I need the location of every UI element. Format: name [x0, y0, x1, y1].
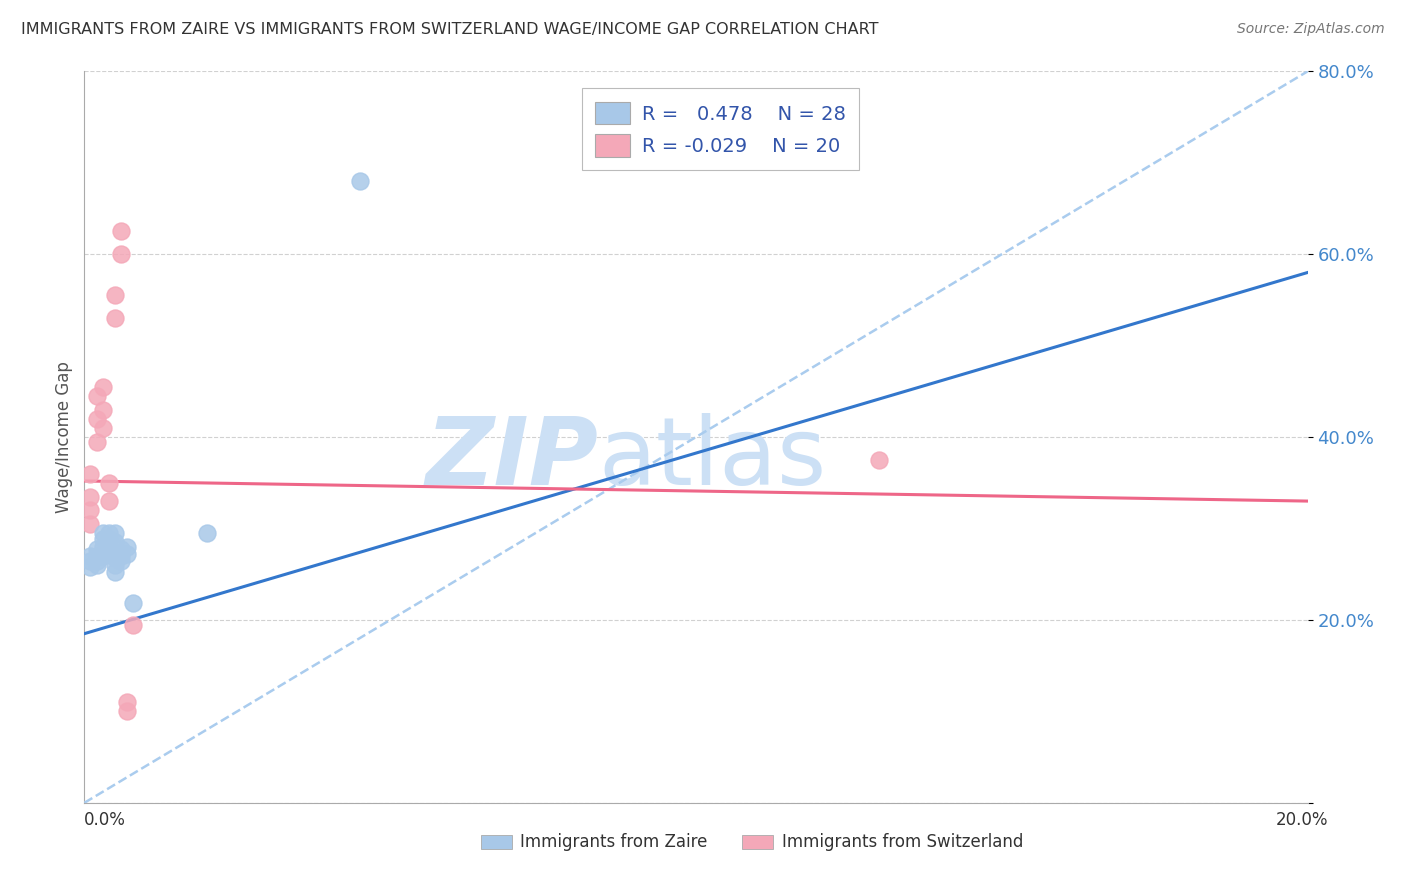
Point — [115, 695, 138, 709]
Text: Immigrants from Switzerland: Immigrants from Switzerland — [782, 833, 1024, 851]
Point — [115, 547, 138, 561]
Point — [91, 549, 114, 563]
Point — [86, 549, 108, 563]
Point — [115, 705, 138, 719]
Point — [122, 617, 145, 632]
Point — [86, 389, 108, 403]
Point — [110, 224, 132, 238]
Point — [97, 494, 120, 508]
Point — [79, 560, 101, 574]
Point — [110, 549, 132, 563]
Point — [86, 553, 108, 567]
Text: IMMIGRANTS FROM ZAIRE VS IMMIGRANTS FROM SWITZERLAND WAGE/INCOME GAP CORRELATION: IMMIGRANTS FROM ZAIRE VS IMMIGRANTS FROM… — [21, 22, 879, 37]
Point — [104, 558, 127, 573]
Bar — [481, 835, 512, 849]
Point — [79, 503, 101, 517]
Text: atlas: atlas — [598, 413, 827, 505]
Text: 0.0%: 0.0% — [84, 811, 127, 829]
Point — [86, 412, 108, 426]
Point — [104, 550, 127, 565]
Text: Source: ZipAtlas.com: Source: ZipAtlas.com — [1237, 22, 1385, 37]
Bar — [742, 835, 773, 849]
Point — [91, 421, 114, 435]
Point — [97, 533, 120, 547]
Point — [349, 174, 371, 188]
Text: ZIP: ZIP — [425, 413, 598, 505]
Point — [869, 453, 891, 467]
Text: 20.0%: 20.0% — [1277, 811, 1329, 829]
Point — [195, 526, 218, 541]
Point — [86, 558, 108, 573]
Point — [97, 540, 120, 554]
Point — [104, 288, 127, 302]
Point — [110, 247, 132, 261]
Text: Immigrants from Zaire: Immigrants from Zaire — [520, 833, 707, 851]
Point — [104, 526, 127, 541]
Point — [97, 547, 120, 561]
Point — [122, 597, 145, 611]
Point — [79, 490, 101, 504]
Point — [104, 311, 127, 326]
Point — [86, 541, 108, 556]
Point — [79, 467, 101, 481]
Legend: R =   0.478    N = 28, R = -0.029    N = 20: R = 0.478 N = 28, R = -0.029 N = 20 — [582, 88, 859, 170]
Point — [110, 553, 132, 567]
Point — [79, 516, 101, 531]
Point — [104, 535, 127, 549]
Point — [97, 475, 120, 490]
Point — [91, 526, 114, 541]
Point — [91, 402, 114, 417]
Point — [104, 566, 127, 580]
Point — [86, 434, 108, 449]
Y-axis label: Wage/Income Gap: Wage/Income Gap — [55, 361, 73, 513]
Point — [79, 553, 101, 567]
Point — [79, 549, 101, 563]
Point — [97, 526, 120, 541]
Point — [91, 380, 114, 394]
Point — [91, 540, 114, 554]
Point — [110, 541, 132, 556]
Point — [91, 533, 114, 547]
Point — [115, 540, 138, 554]
